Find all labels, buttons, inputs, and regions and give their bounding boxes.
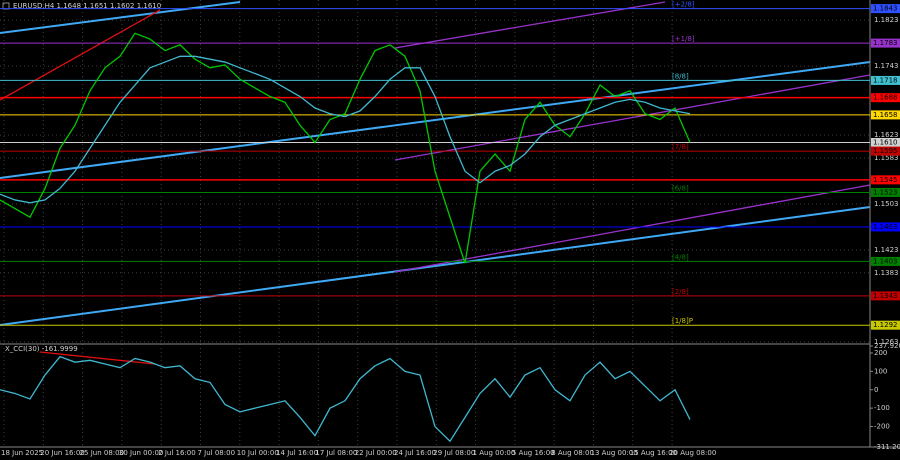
price-line (0, 355, 691, 443)
y-tick-label: 0 (874, 386, 878, 394)
time-label: 20 Aug 08:00 (669, 449, 716, 457)
channel-line (394, 74, 871, 161)
level-price-box (871, 75, 900, 85)
y-tick-label: 1.1623 (874, 131, 899, 139)
level-tag: [1/8]P (672, 317, 693, 325)
level-price-box (871, 38, 900, 48)
level-price-box (871, 4, 900, 14)
level-price-label: 1.1610 (873, 138, 898, 146)
level-tag: [2/8] (672, 288, 689, 296)
level-price-label: 1.1343 (873, 292, 898, 300)
level-price-label: 1.1523 (873, 188, 898, 196)
time-label: 13 Aug 00:00 (591, 449, 638, 457)
level-tag: [6/8] (672, 184, 689, 192)
level-tag: [+1/8] (672, 35, 695, 43)
time-label: 8 Aug 08:00 (551, 449, 594, 457)
level-price-box (871, 146, 900, 156)
y-tick-label: -200 (874, 423, 890, 431)
level-tag: [7/8] (672, 143, 689, 151)
time-label: 22 Jul 00:00 (355, 449, 397, 457)
level-price-label: 1.1658 (873, 111, 898, 119)
price-line (0, 32, 691, 264)
y-tick-label: -311.204 (874, 443, 900, 451)
y-tick-label: 1.1503 (874, 200, 899, 208)
y-tick-label: 100 (874, 367, 887, 375)
level-price-label: 1.1595 (873, 147, 898, 155)
level-price-box (871, 175, 900, 185)
level-price-box (871, 222, 900, 232)
channel-line (394, 184, 871, 273)
time-label: 18 Jun 2025 (1, 449, 43, 457)
level-price-box (871, 187, 900, 197)
trend-line (0, 1, 241, 34)
y-tick-label: 1.1823 (874, 16, 899, 24)
level-price-box (871, 93, 900, 103)
time-label: 1 Aug 00:00 (473, 449, 516, 457)
time-label: 29 Jul 08:00 (433, 449, 475, 457)
y-tick-label: 1.1583 (874, 154, 899, 162)
level-price-label: 1.1688 (873, 94, 898, 102)
y-tick-label: 1.1423 (874, 246, 899, 254)
time-label: 25 Jun 08:00 (80, 449, 124, 457)
time-label: 14 Jul 16:00 (276, 449, 318, 457)
level-price-label: 1.1718 (873, 76, 898, 84)
level-price-label: 1.1843 (873, 5, 898, 13)
time-label: 5 Aug 16:00 (512, 449, 555, 457)
channel-line (394, 1, 666, 49)
time-label: 30 Jun 00:00 (119, 449, 163, 457)
level-price-label: 1.1292 (873, 321, 898, 329)
level-price-label: 1.1403 (873, 257, 898, 265)
time-label: 15 Aug 16:00 (630, 449, 677, 457)
level-price-box (871, 320, 900, 330)
time-label: 20 Jun 16:00 (40, 449, 84, 457)
level-tag: [8/8] (672, 72, 689, 80)
trend-line (0, 9, 161, 101)
level-price-box (871, 137, 900, 147)
y-tick-label: 1.1743 (874, 62, 899, 70)
level-price-label: 1.1545 (873, 176, 898, 184)
y-tick-label: 237.9209 (874, 342, 900, 350)
level-price-box (871, 291, 900, 301)
y-tick-label: 200 (874, 349, 887, 357)
level-tag: [4/8] (672, 253, 689, 261)
chart-title: EURUSD,H4 1.1648 1.1651 1.1602 1.1610 (13, 2, 161, 10)
price-line (0, 55, 691, 204)
y-tick-label: 1.1383 (874, 269, 899, 277)
time-label: 17 Jul 08:00 (315, 449, 357, 457)
time-label: 10 Jul 00:00 (237, 449, 279, 457)
level-tag: [+2/8] (672, 1, 695, 9)
y-tick-label: 1.1263 (874, 338, 899, 346)
level-price-box (871, 256, 900, 266)
y-tick-label: -100 (874, 404, 890, 412)
divergence-line (39, 351, 156, 365)
trend-line (0, 61, 871, 179)
time-label: 2 Jul 16:00 (158, 449, 196, 457)
time-label: 24 Jul 16:00 (394, 449, 436, 457)
indicator-title: X_CCI(30) -161.9999 (5, 345, 78, 353)
level-price-label: 1.1463 (873, 223, 898, 231)
level-price-box (871, 110, 900, 120)
level-price-label: 1.1783 (873, 39, 898, 47)
time-label: 7 Jul 08:00 (198, 449, 236, 457)
